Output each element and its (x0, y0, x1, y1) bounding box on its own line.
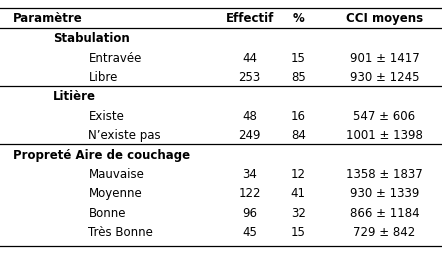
Text: 253: 253 (239, 71, 261, 84)
Text: 930 ± 1339: 930 ± 1339 (350, 187, 419, 200)
Text: 12: 12 (291, 168, 306, 181)
Text: 901 ± 1417: 901 ± 1417 (350, 52, 419, 65)
Text: Très Bonne: Très Bonne (88, 226, 153, 239)
Text: Stabulation: Stabulation (53, 32, 130, 45)
Text: Entravée: Entravée (88, 52, 142, 65)
Text: 85: 85 (291, 71, 306, 84)
Text: Paramètre: Paramètre (13, 12, 83, 25)
Text: 16: 16 (291, 110, 306, 123)
Text: 1358 ± 1837: 1358 ± 1837 (346, 168, 423, 181)
Text: 729 ± 842: 729 ± 842 (354, 226, 415, 239)
Text: 866 ± 1184: 866 ± 1184 (350, 207, 419, 220)
Text: 48: 48 (242, 110, 257, 123)
Text: Libre: Libre (88, 71, 118, 84)
Text: 122: 122 (239, 187, 261, 200)
Text: 45: 45 (242, 226, 257, 239)
Text: 84: 84 (291, 129, 306, 142)
Text: Bonne: Bonne (88, 207, 126, 220)
Text: Moyenne: Moyenne (88, 187, 142, 200)
Text: Propreté Aire de couchage: Propreté Aire de couchage (13, 149, 191, 162)
Text: 96: 96 (242, 207, 257, 220)
Text: N’existe pas: N’existe pas (88, 129, 161, 142)
Text: 44: 44 (242, 52, 257, 65)
Text: Existe: Existe (88, 110, 124, 123)
Text: 15: 15 (291, 52, 306, 65)
Text: Effectif: Effectif (225, 12, 274, 25)
Text: 930 ± 1245: 930 ± 1245 (350, 71, 419, 84)
Text: %: % (293, 12, 304, 25)
Text: 15: 15 (291, 226, 306, 239)
Text: 547 ± 606: 547 ± 606 (354, 110, 415, 123)
Text: 41: 41 (291, 187, 306, 200)
Text: 1001 ± 1398: 1001 ± 1398 (346, 129, 423, 142)
Text: 249: 249 (239, 129, 261, 142)
Text: Mauvaise: Mauvaise (88, 168, 144, 181)
Text: CCI moyens: CCI moyens (346, 12, 423, 25)
Text: 32: 32 (291, 207, 306, 220)
Text: Litière: Litière (53, 90, 96, 103)
Text: 34: 34 (242, 168, 257, 181)
